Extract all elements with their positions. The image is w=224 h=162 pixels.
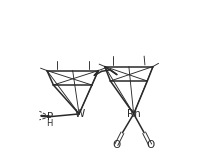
Text: O: O bbox=[112, 140, 121, 150]
Text: O: O bbox=[146, 140, 154, 150]
Text: H: H bbox=[46, 119, 52, 128]
Text: P: P bbox=[47, 112, 53, 122]
Text: Rh: Rh bbox=[127, 109, 140, 119]
Text: W: W bbox=[75, 109, 85, 119]
